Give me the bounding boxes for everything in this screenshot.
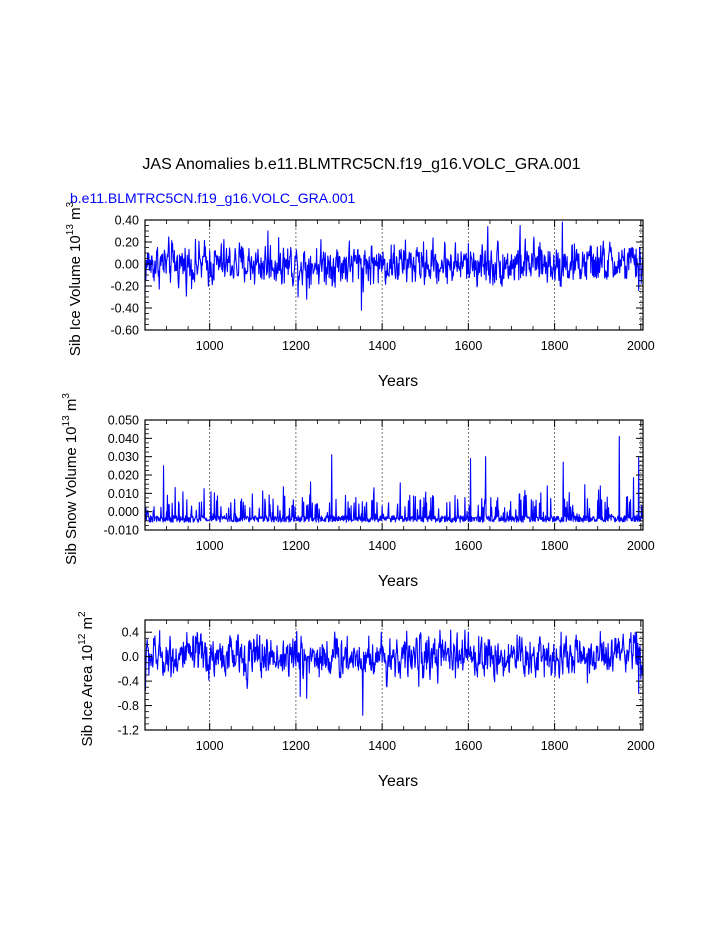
y-axis-title: Sib Ice Volume 1013 m3 — [65, 201, 84, 356]
y-tick-label: 0.00 — [115, 258, 139, 272]
x-tick-label: 2000 — [627, 539, 655, 553]
x-axis-title: Years — [378, 773, 418, 790]
x-tick-label: 1000 — [196, 339, 224, 353]
x-tick-label: 1000 — [196, 739, 224, 753]
x-tick-label: 1200 — [282, 339, 310, 353]
y-tick-label: 0.020 — [108, 469, 139, 483]
y-tick-label: -1.2 — [117, 724, 139, 738]
plot-frame — [144, 619, 644, 731]
x-tick-label: 1400 — [368, 339, 396, 353]
y-tick-label: -0.40 — [111, 302, 140, 316]
x-tick-label: 2000 — [627, 339, 655, 353]
y-tick-label: 0.010 — [108, 487, 139, 501]
y-tick-label: -0.8 — [117, 699, 139, 713]
series-line — [144, 221, 644, 311]
x-tick-label: 1800 — [541, 539, 569, 553]
x-tick-label: 1400 — [368, 739, 396, 753]
y-tick-label: 0.0 — [122, 650, 139, 664]
x-tick-label: 1600 — [454, 539, 482, 553]
series-line — [144, 629, 644, 716]
y-tick-label: 0.000 — [108, 505, 139, 519]
x-tick-label: 1400 — [368, 539, 396, 553]
x-tick-label: 1200 — [282, 539, 310, 553]
y-tick-label: -0.4 — [117, 675, 139, 689]
y-tick-label: 0.030 — [108, 450, 139, 464]
x-tick-label: 1800 — [541, 339, 569, 353]
x-tick-label: 1800 — [541, 739, 569, 753]
figure-title: JAS Anomalies b.e11.BLMTRC5CN.f19_g16.VO… — [142, 156, 581, 173]
y-tick-label: 0.4 — [122, 626, 139, 640]
y-tick-label: 0.040 — [108, 432, 139, 446]
y-axis-title: Sib Ice Area 1012 m2 — [77, 611, 96, 747]
y-tick-label: -0.20 — [111, 280, 140, 294]
y-tick-label: -0.010 — [104, 524, 139, 538]
x-tick-label: 2000 — [627, 739, 655, 753]
y-tick-label: -0.60 — [111, 324, 140, 338]
y-tick-label: 0.050 — [108, 414, 139, 428]
x-axis-title: Years — [378, 573, 418, 590]
x-tick-label: 1000 — [196, 539, 224, 553]
panel-sib-ice-volume: -0.60 -0.40 -0.20 0.00 0.20 0.40 1000 1200 1400 1… — [65, 201, 655, 390]
y-tick-label: 0.40 — [115, 214, 139, 228]
case-subtitle: b.e11.BLMTRC5CN.f19_g16.VOLC_GRA.001 — [70, 190, 356, 206]
series-line — [144, 435, 644, 523]
y-axis-title: Sib Snow Volume 1013 m3 — [61, 393, 80, 565]
x-tick-label: 1200 — [282, 739, 310, 753]
y-tick-label: 0.20 — [115, 236, 139, 250]
x-axis-title: Years — [378, 373, 418, 390]
panel-sib-snow-volume: -0.010 0.000 0.010 0.020 0.030 0.040 0.050 1000… — [61, 393, 655, 590]
panel-sib-ice-area: -1.2 -0.8 -0.4 0.0 0.4 1000 1200 1400 1600 1800 20… — [77, 611, 655, 790]
x-tick-label: 1600 — [454, 339, 482, 353]
x-tick-label: 1600 — [454, 739, 482, 753]
